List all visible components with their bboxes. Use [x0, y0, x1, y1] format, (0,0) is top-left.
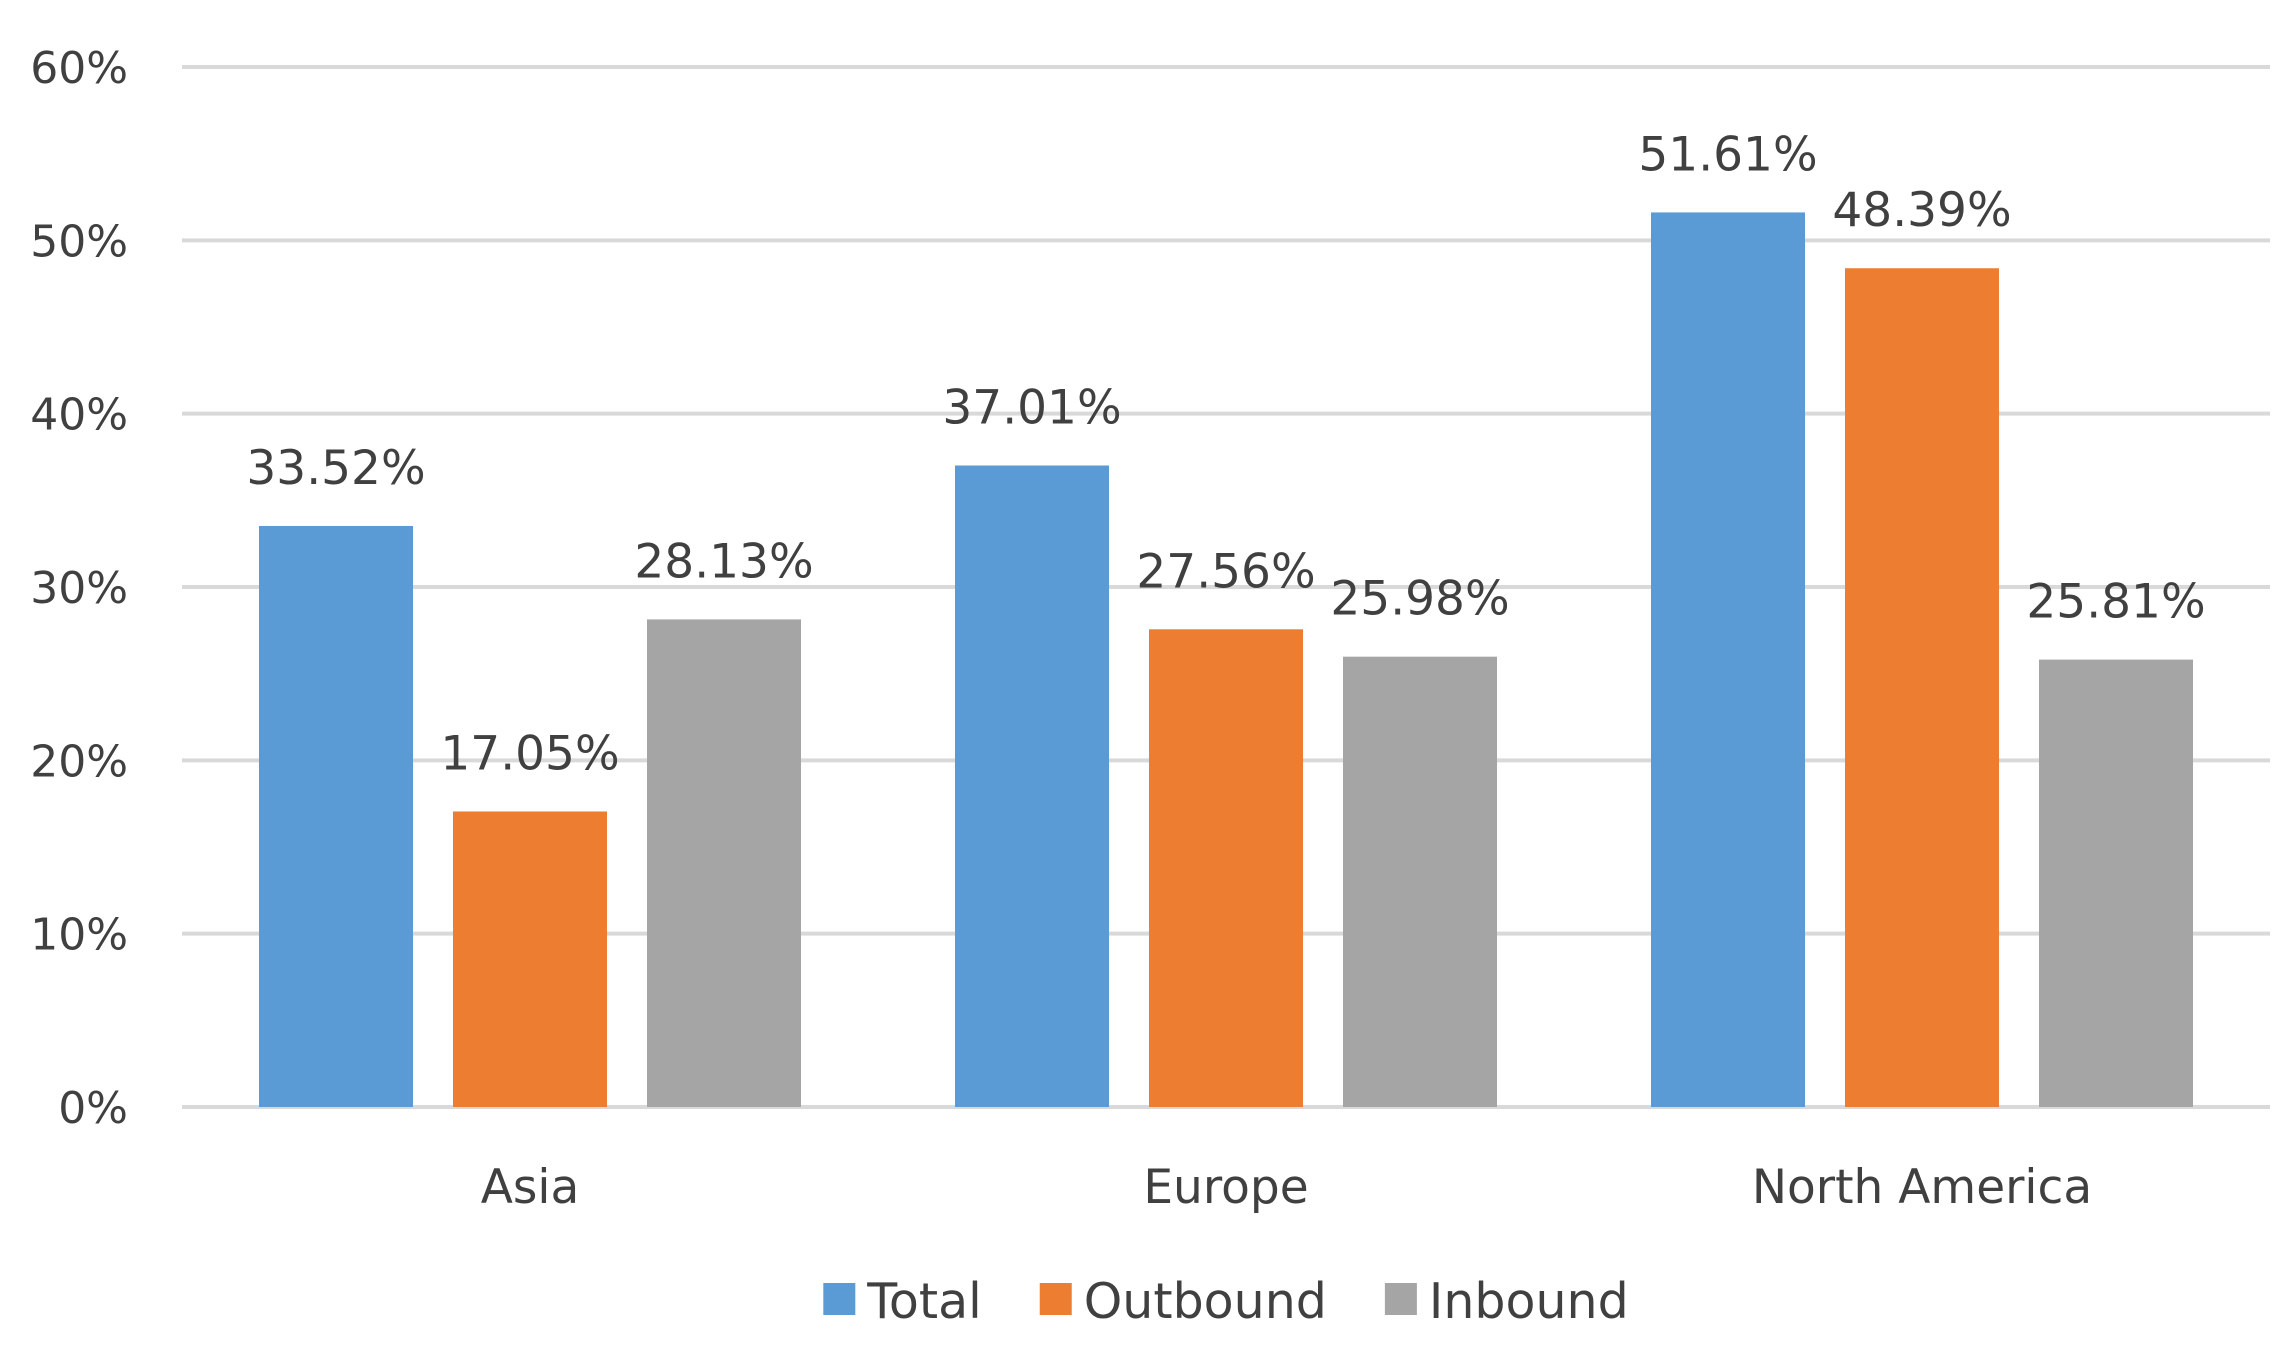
- legend-swatch-outbound: [1039, 1283, 1072, 1315]
- bar-outbound-asia: [453, 811, 607, 1107]
- y-tick-label: 40%: [30, 390, 128, 441]
- bar-inbound-asia: [647, 619, 801, 1107]
- data-labels: 33.52% 17.05% 28.13% 37.01% 27.56% 25.98% 51.6…: [246, 127, 2205, 781]
- legend: Total Outbound Inbound: [823, 1273, 1629, 1330]
- category-label: Europe: [1143, 1160, 1308, 1215]
- y-tick-label: 60%: [30, 43, 128, 94]
- legend-label: Inbound: [1429, 1273, 1629, 1330]
- data-label: 25.81%: [2026, 575, 2205, 630]
- y-tick-label: 0%: [58, 1083, 128, 1134]
- y-axis-tick-labels: 0% 10% 20% 30% 40% 50% 60%: [30, 43, 128, 1134]
- bar-total-asia: [259, 525, 413, 1107]
- category-label: Asia: [481, 1160, 580, 1215]
- data-label: 51.61%: [1638, 127, 1817, 182]
- y-tick-label: 10%: [30, 910, 128, 961]
- y-tick-label: 50%: [30, 216, 128, 267]
- y-tick-label: 30%: [30, 563, 128, 614]
- data-label: 48.39%: [1832, 183, 2011, 238]
- bar-total-europe: [955, 465, 1109, 1107]
- data-label: 33.52%: [246, 441, 425, 496]
- legend-swatch-inbound: [1384, 1283, 1417, 1315]
- x-axis-category-labels: Asia Europe North America: [481, 1160, 2092, 1215]
- data-label: 37.01%: [942, 380, 1121, 435]
- data-label: 25.98%: [1330, 572, 1509, 627]
- data-label: 17.05%: [440, 726, 619, 781]
- bar-inbound-north-america: [2039, 659, 2193, 1107]
- bar-inbound-europe: [1343, 656, 1497, 1107]
- bar-total-north-america: [1651, 212, 1805, 1108]
- data-label: 27.56%: [1136, 544, 1315, 599]
- data-label: 28.13%: [634, 534, 813, 589]
- category-label: North America: [1752, 1160, 2092, 1215]
- legend-swatch-total: [823, 1283, 856, 1315]
- bar-outbound-north-america: [1845, 268, 1999, 1107]
- legend-label: Outbound: [1084, 1273, 1327, 1330]
- legend-label: Total: [866, 1273, 981, 1330]
- bars: [259, 212, 2193, 1108]
- bar-outbound-europe: [1149, 629, 1303, 1107]
- y-tick-label: 20%: [30, 736, 128, 787]
